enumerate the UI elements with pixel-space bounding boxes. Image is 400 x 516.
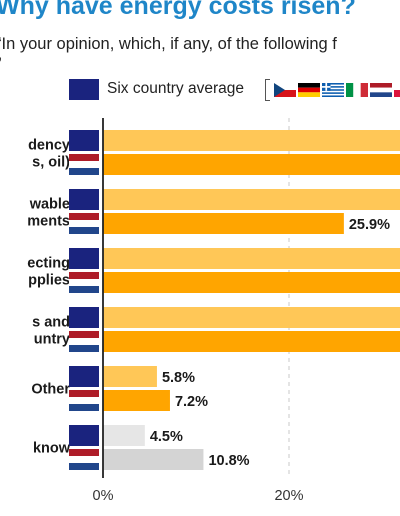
category-label-line: wable (29, 197, 70, 213)
legend-average-swatch (69, 79, 99, 100)
flag-stripe (69, 213, 99, 220)
czech-flag-icon (274, 83, 296, 97)
flag-stripe (69, 279, 99, 286)
bar (103, 154, 400, 175)
average-flag-icon (69, 307, 99, 328)
bar (103, 425, 145, 446)
category-label: know (33, 441, 71, 457)
average-flag-icon (69, 189, 99, 210)
category-label: s and untry (32, 315, 70, 348)
flag-stripe (69, 345, 99, 352)
bar (103, 390, 170, 411)
category-label-line: ments (27, 214, 70, 230)
row-flag-group (69, 130, 99, 175)
category-label-line: dency (28, 138, 70, 154)
category-label-line: pplies (28, 273, 70, 289)
italian-flag-icon (346, 83, 368, 97)
flag-stripe (69, 390, 99, 397)
average-flag-icon (69, 425, 99, 446)
value-label: 25.9% (349, 217, 390, 233)
average-flag-icon (69, 248, 99, 269)
bar (103, 130, 400, 151)
bar (103, 307, 400, 328)
subtitle-line-1: “In your opinion, which, if any, of the … (0, 35, 337, 53)
legend-bracket (265, 79, 270, 101)
german-flag-icon (298, 83, 320, 97)
bar (103, 272, 400, 293)
category-label-line: Other (31, 382, 70, 398)
partial-flag-icon (394, 83, 400, 97)
average-flag-icon (69, 366, 99, 387)
x-tick-label: 20% (274, 488, 303, 504)
bar (103, 331, 400, 352)
subtitle-line-2: ” (0, 54, 337, 74)
flag-stripe (69, 227, 99, 234)
bar (103, 213, 344, 234)
flag-stripe (69, 220, 99, 227)
category-label-line: ecting (27, 256, 70, 272)
bar (103, 189, 400, 210)
dutch-flag-icon (69, 449, 99, 470)
chart-subtitle: “In your opinion, which, if any, of the … (0, 34, 337, 74)
legend-average-label: Six country average (107, 80, 244, 97)
category-label: dency s, oil) (28, 138, 70, 171)
value-label: 10.8% (208, 453, 249, 469)
bar (103, 449, 204, 470)
flag-stripe (69, 449, 99, 456)
flag-stripe (69, 463, 99, 470)
dutch-flag-icon (69, 272, 99, 293)
row-flag-group (69, 366, 99, 411)
flag-stripe (69, 272, 99, 279)
row-flag-group (69, 425, 99, 470)
flag-stripe (69, 331, 99, 338)
category-label-line: know (33, 441, 71, 457)
dutch-flag-icon (69, 154, 99, 175)
flag-stripe (69, 161, 99, 168)
bar (103, 248, 400, 269)
flag-stripe (69, 168, 99, 175)
value-label: 4.5% (150, 429, 183, 445)
category-label-line: s and (32, 315, 70, 331)
greek-flag-icon (322, 83, 344, 97)
value-label: 7.2% (175, 394, 208, 410)
row-flag-group (69, 248, 99, 293)
average-flag-icon (69, 130, 99, 151)
flag-stripe (69, 397, 99, 404)
chart-title: Why have energy costs risen? (0, 0, 356, 20)
category-label-line: s, oil) (32, 155, 70, 171)
dutch-flag-icon (69, 390, 99, 411)
row-flag-group (69, 189, 99, 234)
bar (103, 366, 157, 387)
category-label-line: untry (34, 332, 70, 348)
flag-stripe (69, 404, 99, 411)
flag-stripe (69, 286, 99, 293)
flag-stripe (69, 154, 99, 161)
value-label: 5.8% (162, 370, 195, 386)
category-label: Other (31, 382, 70, 398)
category-label: ecting pplies (27, 256, 70, 289)
dutch-flag-icon (370, 83, 392, 97)
category-label: wable ments (27, 197, 70, 230)
x-tick-label: 0% (93, 488, 114, 504)
row-flag-group (69, 307, 99, 352)
flag-stripe (69, 456, 99, 463)
dutch-flag-icon (69, 213, 99, 234)
dutch-flag-icon (69, 331, 99, 352)
flag-stripe (69, 338, 99, 345)
